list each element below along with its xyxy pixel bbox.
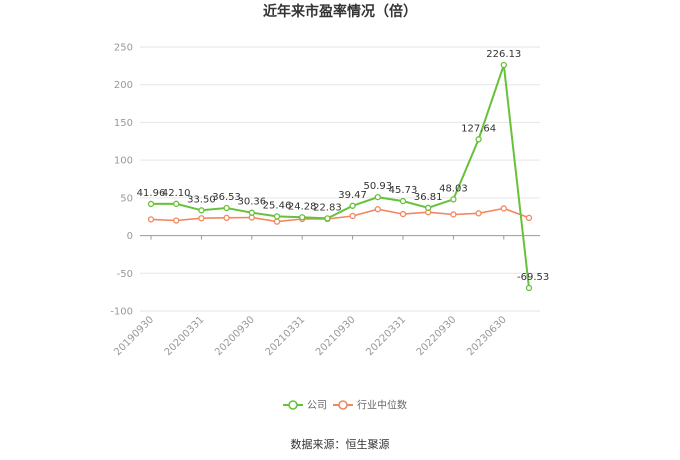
x-tick-label: 20200930 (213, 314, 257, 358)
y-tick-label: 50 (120, 193, 133, 204)
legend-swatch-marker (338, 400, 348, 410)
data-label: 22.83 (313, 202, 342, 213)
series-1-point[interactable] (475, 210, 482, 217)
series-0-point[interactable] (425, 204, 432, 211)
legend-item-1[interactable]: 行业中位数 (333, 399, 407, 412)
legend-swatch-marker (288, 400, 298, 410)
data-label: 41.96 (137, 188, 166, 199)
x-tick-label: 20190930 (112, 314, 156, 358)
legend[interactable]: 公司 行业中位数 (283, 399, 407, 412)
series-1-point[interactable] (450, 211, 457, 218)
series-1-point[interactable] (223, 214, 230, 221)
data-source: 数据来源：恒生聚源 (291, 437, 390, 451)
y-tick-label: 250 (114, 43, 133, 54)
legend-item-0[interactable]: 公司 (283, 400, 327, 412)
x-tick-label: 20220331 (364, 314, 408, 358)
data-label: 24.28 (288, 201, 317, 212)
y-tick-label: -100 (110, 307, 133, 318)
series-1-point[interactable] (525, 214, 533, 221)
y-tick-label: 100 (114, 156, 133, 167)
legend-label: 行业中位数 (357, 399, 407, 412)
y-tick-label: 200 (114, 80, 133, 91)
data-label: 30.36 (237, 197, 266, 208)
series-0-point[interactable] (525, 284, 533, 292)
data-label: 39.47 (338, 190, 367, 201)
series-0-point[interactable] (147, 200, 155, 208)
data-labels: 41.9642.1033.5036.5330.3625.4624.2822.83… (137, 49, 550, 283)
y-tick-label: 150 (114, 118, 133, 129)
series-1-point[interactable] (349, 212, 356, 220)
data-label: 36.53 (212, 192, 241, 203)
series-line-1 (150, 207, 530, 223)
series-1-point[interactable] (500, 205, 507, 212)
x-tick-label: 20230630 (465, 314, 509, 358)
series-0-point[interactable] (173, 200, 180, 207)
chart-title: 近年来市盈率情况（倍） (263, 3, 417, 20)
series-line-0 (150, 64, 530, 289)
data-label: -69.53 (517, 272, 549, 283)
series-1-point[interactable] (399, 210, 407, 218)
x-tick-label: 20220930 (415, 314, 459, 358)
series-0-point[interactable] (450, 196, 457, 203)
series-0-point[interactable] (349, 202, 356, 209)
series-0-point[interactable] (324, 215, 331, 222)
series-1-point[interactable] (374, 206, 381, 213)
series-0-point[interactable] (374, 194, 381, 201)
x-tick-label: 20210331 (264, 314, 308, 358)
data-label: 42.10 (162, 188, 191, 199)
series-0-point[interactable] (399, 197, 407, 205)
data-label: 50.93 (363, 181, 392, 192)
series-1-point[interactable] (147, 216, 155, 223)
data-label: 36.81 (414, 192, 443, 203)
data-label: 33.50 (187, 194, 216, 205)
y-tick-label: 0 (127, 231, 133, 242)
series-0-point[interactable] (475, 136, 482, 143)
series-1-point[interactable] (198, 215, 205, 222)
series-0-point[interactable] (273, 213, 281, 220)
x-tick-label: 20200331 (163, 314, 207, 358)
data-label: 127.64 (461, 123, 496, 134)
data-label: 45.73 (389, 185, 418, 196)
data-label: 48.03 (439, 183, 468, 194)
series-0-point[interactable] (500, 61, 507, 69)
y-tick-label: -50 (117, 269, 133, 280)
grid-lines (140, 46, 540, 312)
data-label: 226.13 (486, 49, 521, 60)
series-1-point[interactable] (273, 218, 281, 225)
series-0-point[interactable] (198, 207, 205, 214)
series-1-point[interactable] (173, 217, 180, 224)
legend-label: 公司 (307, 401, 327, 412)
x-tick-label: 20210930 (314, 314, 358, 358)
y-axis: 250 200 150 100 50 0 -50 -100 (110, 43, 133, 318)
series-0-point[interactable] (223, 204, 230, 212)
data-label: 25.46 (263, 200, 292, 211)
series-0-point[interactable] (299, 214, 306, 221)
series-layer (147, 61, 533, 292)
x-axis: 20190930 20200331 20200930 20210331 20210930… (112, 235, 540, 358)
series-0-point[interactable] (248, 209, 255, 216)
